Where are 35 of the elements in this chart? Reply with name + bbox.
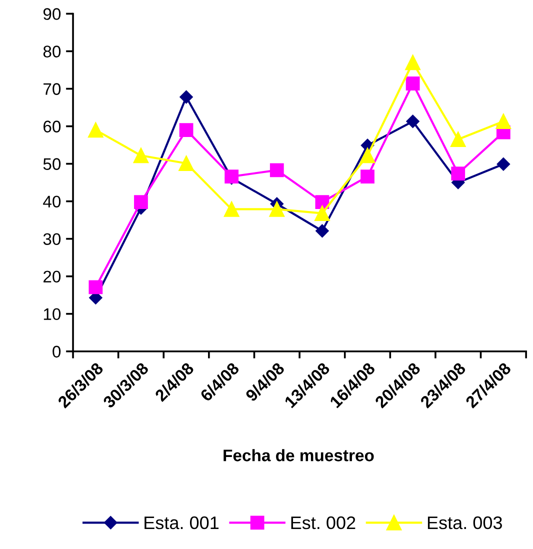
point	[360, 148, 376, 164]
y-tick-label: 50	[43, 158, 61, 170]
point	[406, 114, 420, 128]
point	[314, 206, 330, 221]
point	[88, 280, 103, 294]
point	[451, 166, 466, 180]
point	[360, 170, 374, 184]
point	[179, 123, 194, 137]
point	[406, 76, 420, 90]
point	[496, 114, 512, 130]
y-tick-label: 10	[44, 308, 61, 320]
y-tick-label: 40	[43, 196, 61, 208]
point	[269, 202, 285, 217]
point	[133, 148, 149, 164]
point	[496, 158, 510, 171]
y-tick-label: 30	[43, 233, 61, 246]
legend-label: Est. 002	[291, 516, 356, 530]
point	[270, 163, 284, 178]
x-axis-title: Fecha de muestreo	[224, 449, 374, 462]
y-tick-label: 70	[44, 83, 61, 95]
y-tick-label: 80	[43, 46, 61, 58]
point	[134, 195, 148, 209]
point	[180, 90, 193, 104]
legend-label: Esta. 003	[428, 516, 502, 530]
y-tick-label: 90	[43, 8, 61, 20]
point	[450, 132, 466, 148]
point	[316, 224, 329, 238]
y-tick-label: 20	[44, 270, 61, 283]
point	[405, 54, 420, 70]
point	[224, 202, 240, 217]
legend-label: Esta. 001	[144, 516, 219, 530]
point	[88, 122, 104, 138]
y-tick-label: 60	[44, 120, 61, 132]
point	[178, 156, 194, 172]
y-tick-label: 0	[52, 346, 61, 358]
